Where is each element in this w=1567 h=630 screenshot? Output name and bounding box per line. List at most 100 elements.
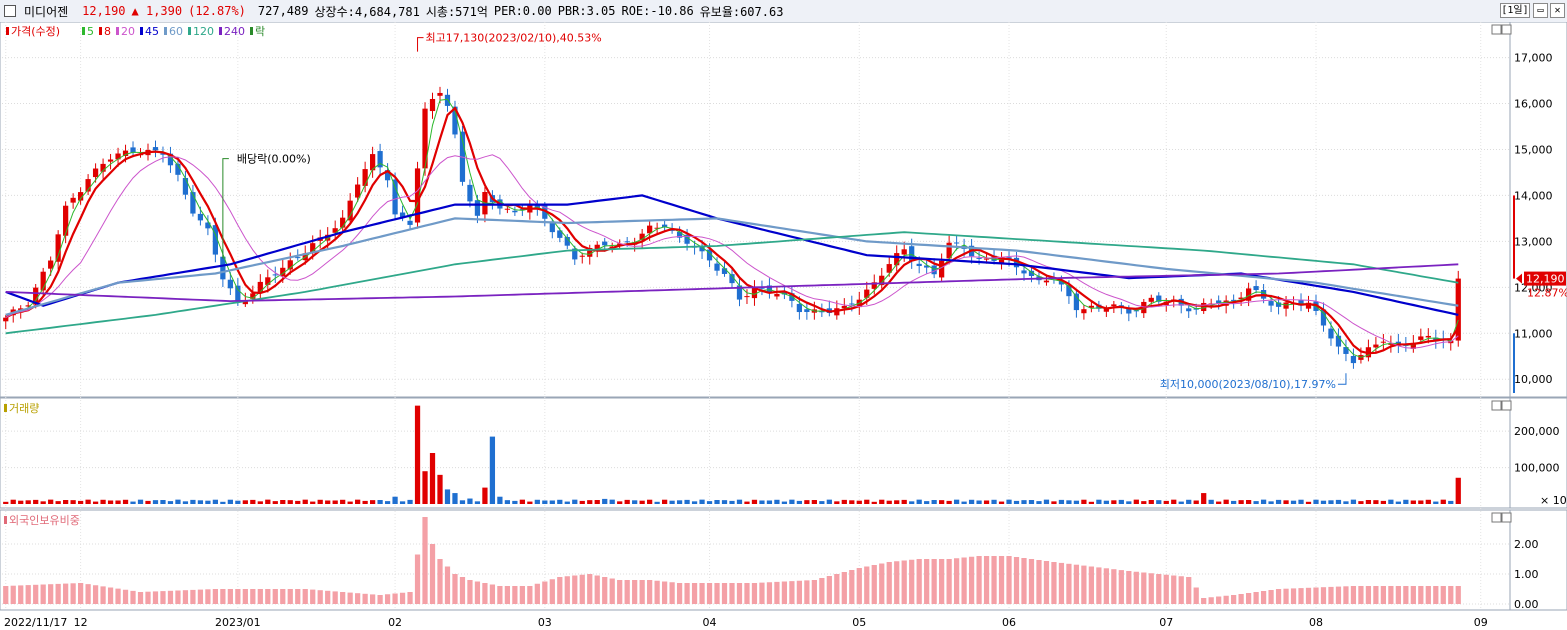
- volume-bar: [160, 500, 166, 504]
- minimize-icon[interactable]: ▭: [1533, 3, 1548, 18]
- foreign-bar: [1290, 588, 1297, 604]
- foreign-bar: [834, 574, 840, 604]
- date-label: 02: [388, 616, 402, 629]
- foreign-bar: [706, 583, 713, 604]
- select-checkbox[interactable]: [4, 5, 16, 17]
- foreign-bar: [1223, 595, 1229, 604]
- foreign-bar: [369, 594, 376, 604]
- candle-body: [1088, 305, 1095, 308]
- foreign-bar: [691, 583, 698, 604]
- price-tick-label: 11,000: [1514, 327, 1553, 340]
- legend-label: 가격(수정): [11, 25, 60, 38]
- volume-title: 거래량: [9, 402, 39, 415]
- volume-bar: [1395, 501, 1401, 504]
- foreign-bar: [1410, 586, 1416, 604]
- foreign-bar: [976, 556, 982, 604]
- volume-bar: [1163, 500, 1169, 504]
- foreign-tick-label: 1.00: [1514, 568, 1539, 581]
- volume-bar: [1141, 501, 1147, 504]
- volume-bar: [1081, 499, 1087, 504]
- volume-bar: [519, 499, 525, 504]
- volume-bar: [1133, 499, 1139, 504]
- volume-bar: [63, 500, 69, 504]
- foreign-bar: [107, 587, 114, 604]
- foreign-bar: [1066, 563, 1072, 604]
- panel-minimize-icon: [1491, 24, 1502, 35]
- candle-body: [774, 293, 780, 297]
- candle-body: [744, 296, 750, 298]
- volume-bar: [235, 500, 241, 504]
- foreign-bar: [1193, 587, 1199, 604]
- volume-bar: [1201, 493, 1207, 504]
- foreign-bar: [1171, 575, 1177, 604]
- volume-bar: [1380, 500, 1387, 504]
- legend-label: 20: [121, 25, 135, 38]
- foreign-bar: [1021, 558, 1027, 604]
- foreign-bar: [1058, 562, 1065, 604]
- period-button[interactable]: [1일]: [1500, 3, 1530, 18]
- candle-body: [287, 260, 293, 270]
- volume-bar: [1335, 499, 1342, 504]
- candle-body: [909, 246, 915, 262]
- volume-bar: [721, 500, 728, 504]
- candle-body: [924, 265, 930, 268]
- candle-body: [70, 197, 76, 203]
- volume-bar: [295, 500, 301, 504]
- volume-bar: [909, 501, 915, 504]
- foreign-bar: [632, 580, 638, 604]
- candle-body: [661, 224, 668, 228]
- candle-body: [55, 234, 61, 262]
- volume-bar: [1305, 501, 1312, 504]
- candle-body: [953, 242, 960, 244]
- close-icon[interactable]: ✕: [1550, 3, 1565, 18]
- candle-body: [190, 192, 196, 214]
- candle-body: [92, 168, 99, 178]
- candle-body: [602, 241, 608, 246]
- foreign-bar: [1126, 571, 1132, 604]
- volume-bar: [190, 499, 196, 504]
- volume-bar: [205, 500, 211, 504]
- volume-bar: [1013, 500, 1020, 504]
- range-bar-down: [1513, 333, 1515, 393]
- candle-body: [407, 220, 413, 225]
- foreign-tick-label: 2.00: [1514, 538, 1539, 551]
- volume-bar: [804, 500, 810, 504]
- foreign-bar: [1133, 571, 1139, 604]
- stock-name[interactable]: 미디어젠: [24, 4, 69, 19]
- foreign-bar: [1156, 574, 1162, 604]
- candle-body: [796, 303, 803, 313]
- volume-bar: [879, 499, 885, 504]
- foreign-bar: [729, 583, 735, 604]
- candle-body: [295, 257, 301, 259]
- foreign-bar: [1283, 588, 1289, 604]
- candle-body: [886, 264, 892, 273]
- foreign-bar: [512, 586, 518, 604]
- volume-bar: [1223, 499, 1229, 504]
- foreign-bar: [459, 577, 466, 604]
- chart-header: 미디어젠 12,190 ▲ 1,390 (12.87%) 727,489 상장수…: [0, 0, 1567, 23]
- volume-bar: [1208, 499, 1214, 504]
- volume-bar: [998, 501, 1005, 504]
- volume-bar: [1216, 501, 1222, 504]
- volume-bar: [1073, 500, 1080, 504]
- foreign-bar: [422, 517, 428, 604]
- foreign-bar: [1275, 589, 1282, 604]
- foreign-bar: [347, 592, 353, 604]
- volume-bar: [302, 499, 308, 504]
- volume-bar: [1283, 500, 1289, 504]
- foreign-bar: [527, 586, 533, 604]
- candle-body: [77, 192, 84, 201]
- volume-bar: [1231, 500, 1237, 504]
- foreign-bar: [160, 591, 166, 604]
- foreign-bar: [33, 584, 39, 604]
- candle-body: [257, 281, 263, 293]
- candle-body: [1253, 286, 1259, 291]
- foreign-bar: [1013, 557, 1020, 604]
- volume-bar: [429, 453, 436, 504]
- volume-bar: [781, 501, 788, 504]
- foreign-bar: [212, 589, 219, 604]
- legend-swatch: [116, 27, 119, 35]
- candle-body: [467, 184, 473, 202]
- foreign-bar: [1141, 572, 1147, 604]
- volume-bar: [197, 500, 204, 504]
